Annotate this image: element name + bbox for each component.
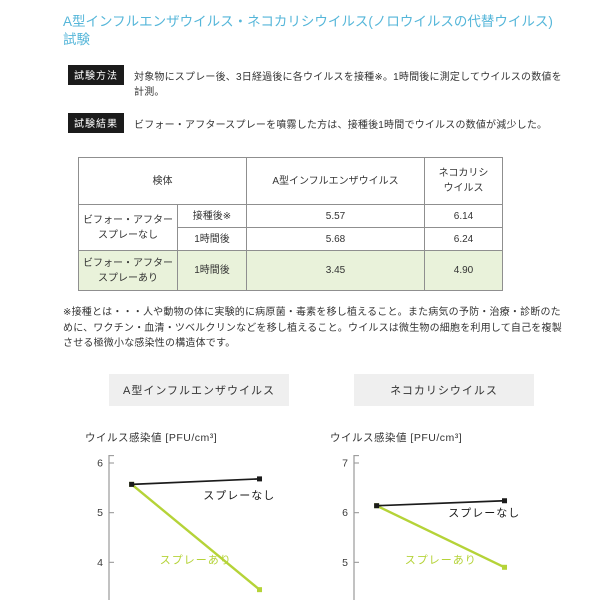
results-table: 検体 A型インフルエンザウイルス ネコカリシ ウイルス ビフォー・アフター スプ…: [78, 157, 503, 292]
chart-calici: ネコカリシウイルス ウイルス感染値 [PFU/cm³] 456700.51時間ス…: [330, 373, 558, 600]
test-result-badge: 試験結果: [68, 113, 124, 134]
chart-influenza: A型インフルエンザウイルス ウイルス感染値 [PFU/cm³] 345600.5…: [85, 373, 313, 600]
table-row: ビフォー・アフター スプレーなし 接種後※ 5.57 6.14: [78, 204, 503, 252]
table-row-highlighted: ビフォー・アフター スプレーあり 1時間後 3.45 4.90: [78, 250, 503, 292]
svg-text:5: 5: [342, 557, 348, 569]
cell-time-1hour: 1時間後: [177, 250, 247, 292]
chart-calici-title: ネコカリシウイルス: [354, 373, 534, 406]
svg-text:4: 4: [97, 557, 103, 569]
svg-text:スプレーなし: スプレーなし: [203, 489, 275, 502]
chart-influenza-plot: 345600.51時間スプレーありスプレーなし: [97, 454, 275, 600]
svg-text:6: 6: [97, 457, 103, 469]
page-title: A型インフルエンザウイルス・ネコカリシウイルス(ノロウイルスの代替ウイルス)試験: [63, 14, 553, 48]
test-result-text: ビフォー・アフタースプレーを噴霧した方は、接種後1時間でウイルスの数値が減少した…: [134, 120, 548, 132]
cell-calici-value: 6.24: [424, 227, 503, 252]
svg-text:5: 5: [97, 507, 103, 519]
chart-calici-plot: 456700.51時間スプレーありスプレーなし: [342, 454, 520, 600]
cell-time-inoculation: 接種後※: [177, 204, 247, 229]
table-header-row: 検体 A型インフルエンザウイルス ネコカリシ ウイルス: [78, 157, 503, 206]
svg-text:スプレーあり: スプレーあり: [405, 553, 477, 566]
chart-influenza-ylabel: ウイルス感染値 [PFU/cm³]: [85, 431, 218, 444]
header-calici: ネコカリシ ウイルス: [424, 157, 503, 206]
svg-text:7: 7: [342, 457, 348, 469]
charts-section: A型インフルエンザウイルス ウイルス感染値 [PFU/cm³] 345600.5…: [85, 373, 562, 600]
cell-flu-value: 5.68: [246, 227, 425, 252]
svg-text:スプレーあり: スプレーあり: [160, 553, 232, 566]
test-method-text: 対象物にスプレー後、3日経過後に各ウイルスを接種※。1時間後に測定してウイルスの…: [134, 72, 562, 99]
cell-specimen-with-spray: ビフォー・アフター スプレーあり: [78, 250, 178, 292]
test-method-badge: 試験方法: [68, 65, 124, 86]
cell-specimen-no-spray: ビフォー・アフター スプレーなし: [78, 204, 178, 252]
cell-flu-value: 5.57: [246, 204, 425, 229]
cell-calici-value: 4.90: [424, 250, 503, 292]
header-influenza: A型インフルエンザウイルス: [246, 157, 425, 206]
cell-flu-value: 3.45: [246, 250, 425, 292]
chart-influenza-title: A型インフルエンザウイルス: [109, 373, 289, 406]
svg-text:スプレーなし: スプレーなし: [448, 507, 520, 520]
chart-calici-ylabel: ウイルス感染値 [PFU/cm³]: [330, 431, 463, 444]
svg-text:6: 6: [342, 507, 348, 519]
cell-calici-value: 6.14: [424, 204, 503, 229]
test-method-row: 試験方法 対象物にスプレー後、3日経過後に各ウイルスを接種※。1時間後に測定して…: [68, 65, 562, 98]
test-result-row: 試験結果 ビフォー・アフタースプレーを噴霧した方は、接種後1時間でウイルスの数値…: [68, 113, 562, 134]
table-row: 1時間後 5.68 6.24: [79, 227, 503, 252]
cell-time-1hour: 1時間後: [177, 227, 247, 252]
header-specimen: 検体: [78, 157, 247, 206]
inoculation-footnote: ※接種とは・・・人や動物の体に実験的に病原菌・毒素を移し植えること。また病気の予…: [63, 307, 562, 350]
